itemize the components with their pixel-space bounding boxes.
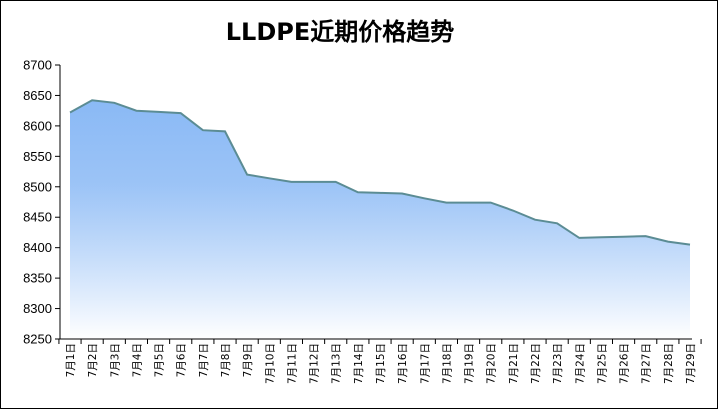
area-fill — [70, 100, 690, 339]
x-tick-label: 7月10日 — [264, 343, 276, 384]
chart-title: LLDPE近期价格趋势 — [225, 18, 455, 46]
x-tick-label: 7月27日 — [641, 343, 653, 384]
series-line — [69, 99, 691, 246]
x-tick-label: 7月6日 — [176, 343, 188, 377]
y-tick-label: 8400 — [23, 240, 52, 255]
x-tick-label: 7月22日 — [530, 343, 542, 384]
x-tick-label: 7月13日 — [331, 343, 343, 384]
x-tick-label: 7月12日 — [309, 343, 321, 384]
x-tick-label: 7月16日 — [397, 343, 409, 384]
x-tick-label: 7月4日 — [131, 343, 143, 377]
x-tick-label: 7月14日 — [353, 343, 365, 384]
x-tick-label: 7月23日 — [552, 343, 564, 384]
y-tick-label: 8450 — [23, 210, 52, 225]
x-tick-label: 7月7日 — [198, 343, 210, 377]
x-tick-label: 7月15日 — [375, 343, 387, 384]
x-tick-label: 7月3日 — [109, 343, 121, 377]
y-tick-label: 8600 — [23, 118, 52, 133]
y-tick-label: 8700 — [23, 58, 52, 73]
x-tick-label: 7月18日 — [441, 343, 453, 384]
x-tick-label: 7月20日 — [486, 343, 498, 384]
x-tick-label: 7月24日 — [574, 343, 586, 384]
x-tick-label: 7月21日 — [508, 343, 520, 384]
x-tick-label: 7月8日 — [220, 343, 232, 377]
x-tick-label: 7月2日 — [87, 343, 99, 377]
x-tick-label: 7月9日 — [242, 343, 254, 377]
x-tick-label: 7月5日 — [154, 343, 166, 377]
x-tick-label: 7月11日 — [286, 343, 298, 384]
x-tick-label: 7月26日 — [619, 343, 631, 384]
y-tick-label: 8550 — [23, 149, 52, 164]
x-tick-label: 7月1日 — [65, 343, 77, 377]
y-tick-label: 8650 — [23, 88, 52, 103]
x-tick-label: 7月19日 — [464, 343, 476, 384]
y-tick-label: 8350 — [23, 271, 52, 286]
x-tick-label: 7月25日 — [596, 343, 608, 384]
y-tick-label: 8500 — [23, 179, 52, 194]
x-tick-label: 7月17日 — [419, 343, 431, 384]
y-tick-label: 8300 — [23, 301, 52, 316]
y-tick-label: 8250 — [23, 332, 52, 347]
x-tick-label: 7月29日 — [685, 343, 697, 384]
x-tick-label: 7月28日 — [663, 343, 675, 384]
